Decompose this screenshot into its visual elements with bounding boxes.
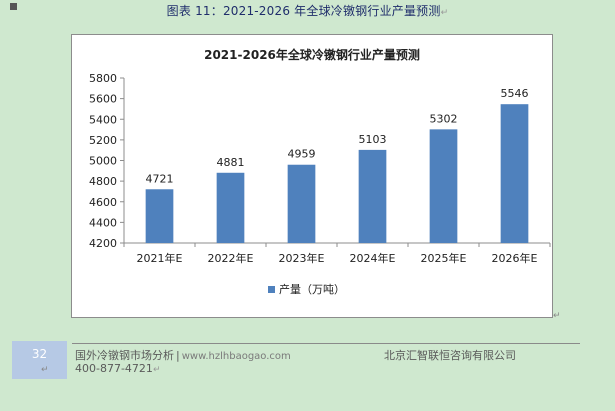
y-tick-label: 5400 — [89, 113, 117, 126]
footer-url-link[interactable]: www.hzlhbaogao.com — [181, 351, 291, 362]
x-tick-label: 2021年E — [137, 251, 183, 265]
y-tick-label: 4800 — [89, 175, 117, 188]
page-corner-mark — [10, 3, 17, 10]
bar-chart: 4200 4400 4600 4800 5000 5200 5400 5600 5800 4721… — [89, 72, 551, 296]
y-tick-label: 5600 — [89, 93, 117, 106]
paragraph-mark: ↵ — [41, 365, 49, 375]
footer-report-title: 国外冷镦钢市场分析 | www.hzlhbaogao.com — [75, 347, 291, 363]
footer-separator: | — [176, 349, 180, 362]
x-tick-label: 2025年E — [421, 251, 467, 265]
chart-title: 2021-2026年全球冷镦钢行业产量预测 — [204, 48, 420, 62]
y-tick-label: 4200 — [89, 237, 117, 250]
x-tick-label: 2024年E — [350, 251, 396, 265]
data-label: 5103 — [359, 133, 387, 146]
y-tick-label: 4600 — [89, 196, 117, 209]
bar — [358, 149, 387, 243]
data-label: 4881 — [217, 156, 245, 169]
data-label: 4721 — [146, 172, 174, 185]
footer-report-name: 国外冷镦钢市场分析 — [75, 349, 174, 362]
bar — [429, 129, 458, 243]
data-label: 5546 — [501, 87, 529, 100]
bar — [500, 104, 529, 243]
y-tick-label: 5200 — [89, 134, 117, 147]
page-number: 32 — [31, 347, 48, 361]
legend-label: 产量（万吨） — [279, 282, 345, 296]
footer-phone-number: 400-877-4721 — [75, 362, 153, 375]
footer-phone: 400-877-4721↵ — [75, 362, 160, 375]
x-tick-label: 2023年E — [279, 251, 325, 265]
paragraph-mark: ↵ — [152, 365, 161, 375]
x-tick-label: 2022年E — [208, 251, 254, 265]
bar — [145, 189, 174, 243]
paragraph-mark: ↵ — [553, 311, 561, 321]
page-number-box: 32 ↵ — [12, 341, 67, 379]
paragraph-mark: ↵ — [440, 8, 449, 18]
y-tick-label: 5800 — [89, 72, 117, 85]
data-label: 5302 — [430, 112, 458, 125]
figure-caption: 图表 11：2021-2026 年全球冷镦钢行业产量预测↵ — [0, 2, 615, 19]
bar — [287, 164, 316, 243]
y-tick-label: 5000 — [89, 155, 117, 168]
bar — [216, 172, 245, 243]
figure-caption-text: 图表 11：2021-2026 年全球冷镦钢行业产量预测 — [166, 4, 441, 18]
legend-swatch — [268, 286, 275, 293]
x-tick-label: 2026年E — [492, 251, 538, 265]
footer-company: 北京汇智联恒咨询有限公司 — [384, 349, 516, 362]
data-label: 4959 — [288, 148, 316, 161]
chart-frame: 2021-2026年全球冷镦钢行业产量预测 4200 4400 4600 4800 50… — [71, 34, 553, 318]
footer-rule — [72, 343, 580, 344]
y-tick-label: 4400 — [89, 216, 117, 229]
